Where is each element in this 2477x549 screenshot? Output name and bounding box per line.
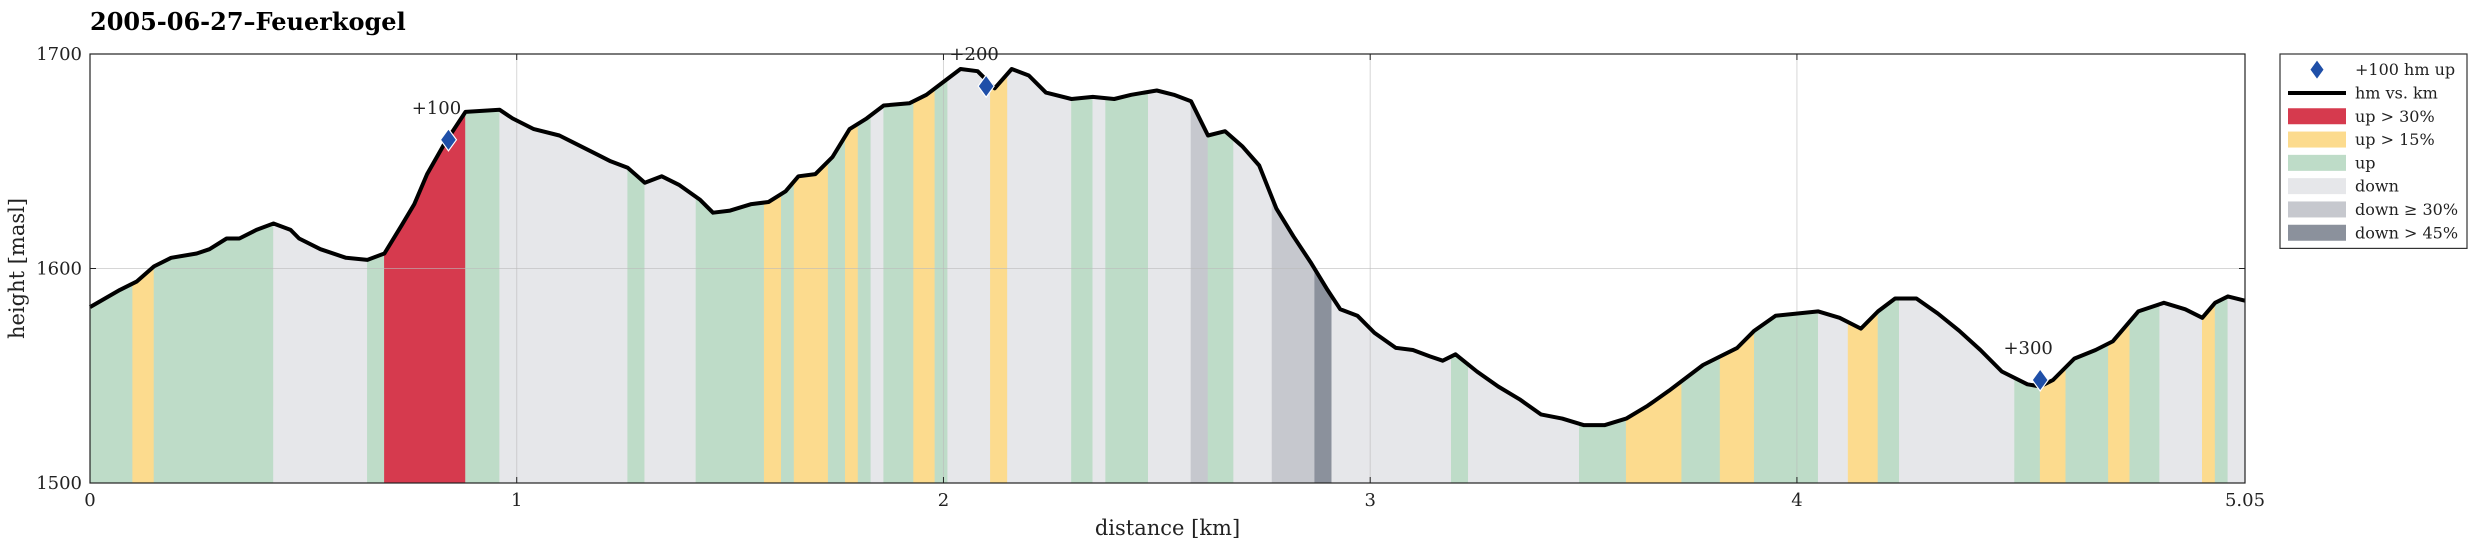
segment-bands [89,68,2246,484]
segment-down [273,223,368,484]
segment-up15 [1847,310,1879,484]
x-tick-label: 0 [84,490,95,511]
legend-item-down: down [2288,177,2399,196]
segment-up [1071,96,1094,484]
hm-marker [439,127,458,152]
segment-up [857,114,872,484]
legend-swatch [2288,178,2346,195]
y-axis-label: height [masl] [5,198,29,339]
segment-up15 [990,73,1008,484]
legend-item-line: hm vs. km [2288,83,2438,102]
hm-marker-label: +100 [412,98,461,119]
segment-up [934,78,949,484]
segment-up15 [2201,301,2216,484]
legend-marker-icon [2310,60,2324,79]
x-tick-label: 3 [1364,490,1375,511]
segment-up [627,167,646,484]
segment-up15 [1625,380,1683,484]
x-tick-label: 2 [938,490,949,511]
segment-down [1007,68,1072,484]
segment-down [499,109,629,484]
segment-up [1450,353,1469,484]
legend-label: up > 15% [2355,130,2435,149]
x-axis-label: distance [km] [1095,516,1240,540]
segment-down [1233,138,1273,484]
segment-up [367,253,385,484]
x-tick-label: 5.05 [2225,490,2265,511]
segment-up30 [384,110,466,484]
segment-down [1092,96,1106,484]
segment-down [644,175,697,484]
hm-markers: +100 +200 +300 [412,44,2053,393]
segment-down30 [1190,101,1209,484]
segment-down [1148,90,1192,484]
legend-label: down [2355,177,2399,196]
segment-up [1877,298,1900,484]
segment-up [1753,311,1819,484]
segment-up [2065,343,2109,484]
segment-down [870,104,885,484]
segment-up [153,223,274,484]
hm-marker-label: +200 [949,44,998,65]
segment-up [827,134,846,484]
legend-label: down > 45% [2355,223,2458,242]
legend-swatch [2288,201,2346,218]
legend-swatch [2288,154,2346,171]
legend-swatch [2288,224,2346,241]
hm-marker [2031,368,2049,393]
segment-down [947,68,991,484]
segment-down [1817,310,1849,484]
legend-item-marker: +100 hm up [2310,60,2455,79]
segment-up15 [844,123,859,484]
y-tick-label: 1700 [36,44,82,65]
hm-marker-label: +300 [2003,338,2052,359]
segment-up [1207,130,1234,484]
segment-up15 [2108,320,2131,484]
segment-up [2214,295,2229,484]
legend: +100 hm up hm vs. km up > 30% up > 15% up dow… [2279,53,2468,249]
legend-item-up: up [2288,153,2376,172]
legend-item-down45: down > 45% [2288,223,2458,242]
segment-up15 [132,265,155,484]
segment-up15 [763,193,782,484]
segment-up [89,283,134,484]
legend-swatch [2288,131,2346,148]
legend-label: down ≥ 30% [2355,200,2458,219]
segment-down [2227,296,2246,484]
legend-label: +100 hm up [2355,60,2455,79]
legend-swatch [2288,108,2346,125]
segment-up [780,180,795,484]
legend-label: up [2355,153,2376,172]
segment-down [1467,363,1580,484]
segment-down [2159,302,2203,484]
profile-line [89,67,2246,428]
segment-up [1105,91,1149,484]
legend-item-up30: up > 30% [2288,107,2435,126]
segment-up [2129,303,2161,484]
y-tick-label: 1600 [36,259,82,280]
segment-up [2014,377,2041,484]
segment-down [1898,298,2015,484]
segment-up [695,196,765,484]
legend-item-up15: up > 15% [2288,130,2435,149]
segment-down30 [1271,197,1316,484]
segment-up15 [793,160,829,484]
segment-up15 [913,87,936,484]
axis-ticks: 0 1 2 3 4 5.05 1500 1600 1700 [36,44,2265,511]
segment-up [1579,418,1627,484]
x-tick-label: 1 [511,490,522,511]
legend-label: up > 30% [2355,107,2435,126]
legend-label: hm vs. km [2355,83,2438,102]
chart-title: 2005-06-27–Feuerkogel [90,7,406,36]
segment-up [465,109,501,484]
segment-down45 [1314,267,1333,484]
legend-item-down30: down ≥ 30% [2288,200,2458,219]
segment-down [1331,295,1452,484]
segment-up [883,100,914,484]
x-tick-label: 4 [1791,490,1802,511]
hm-marker [977,74,995,99]
y-tick-label: 1500 [36,473,82,494]
